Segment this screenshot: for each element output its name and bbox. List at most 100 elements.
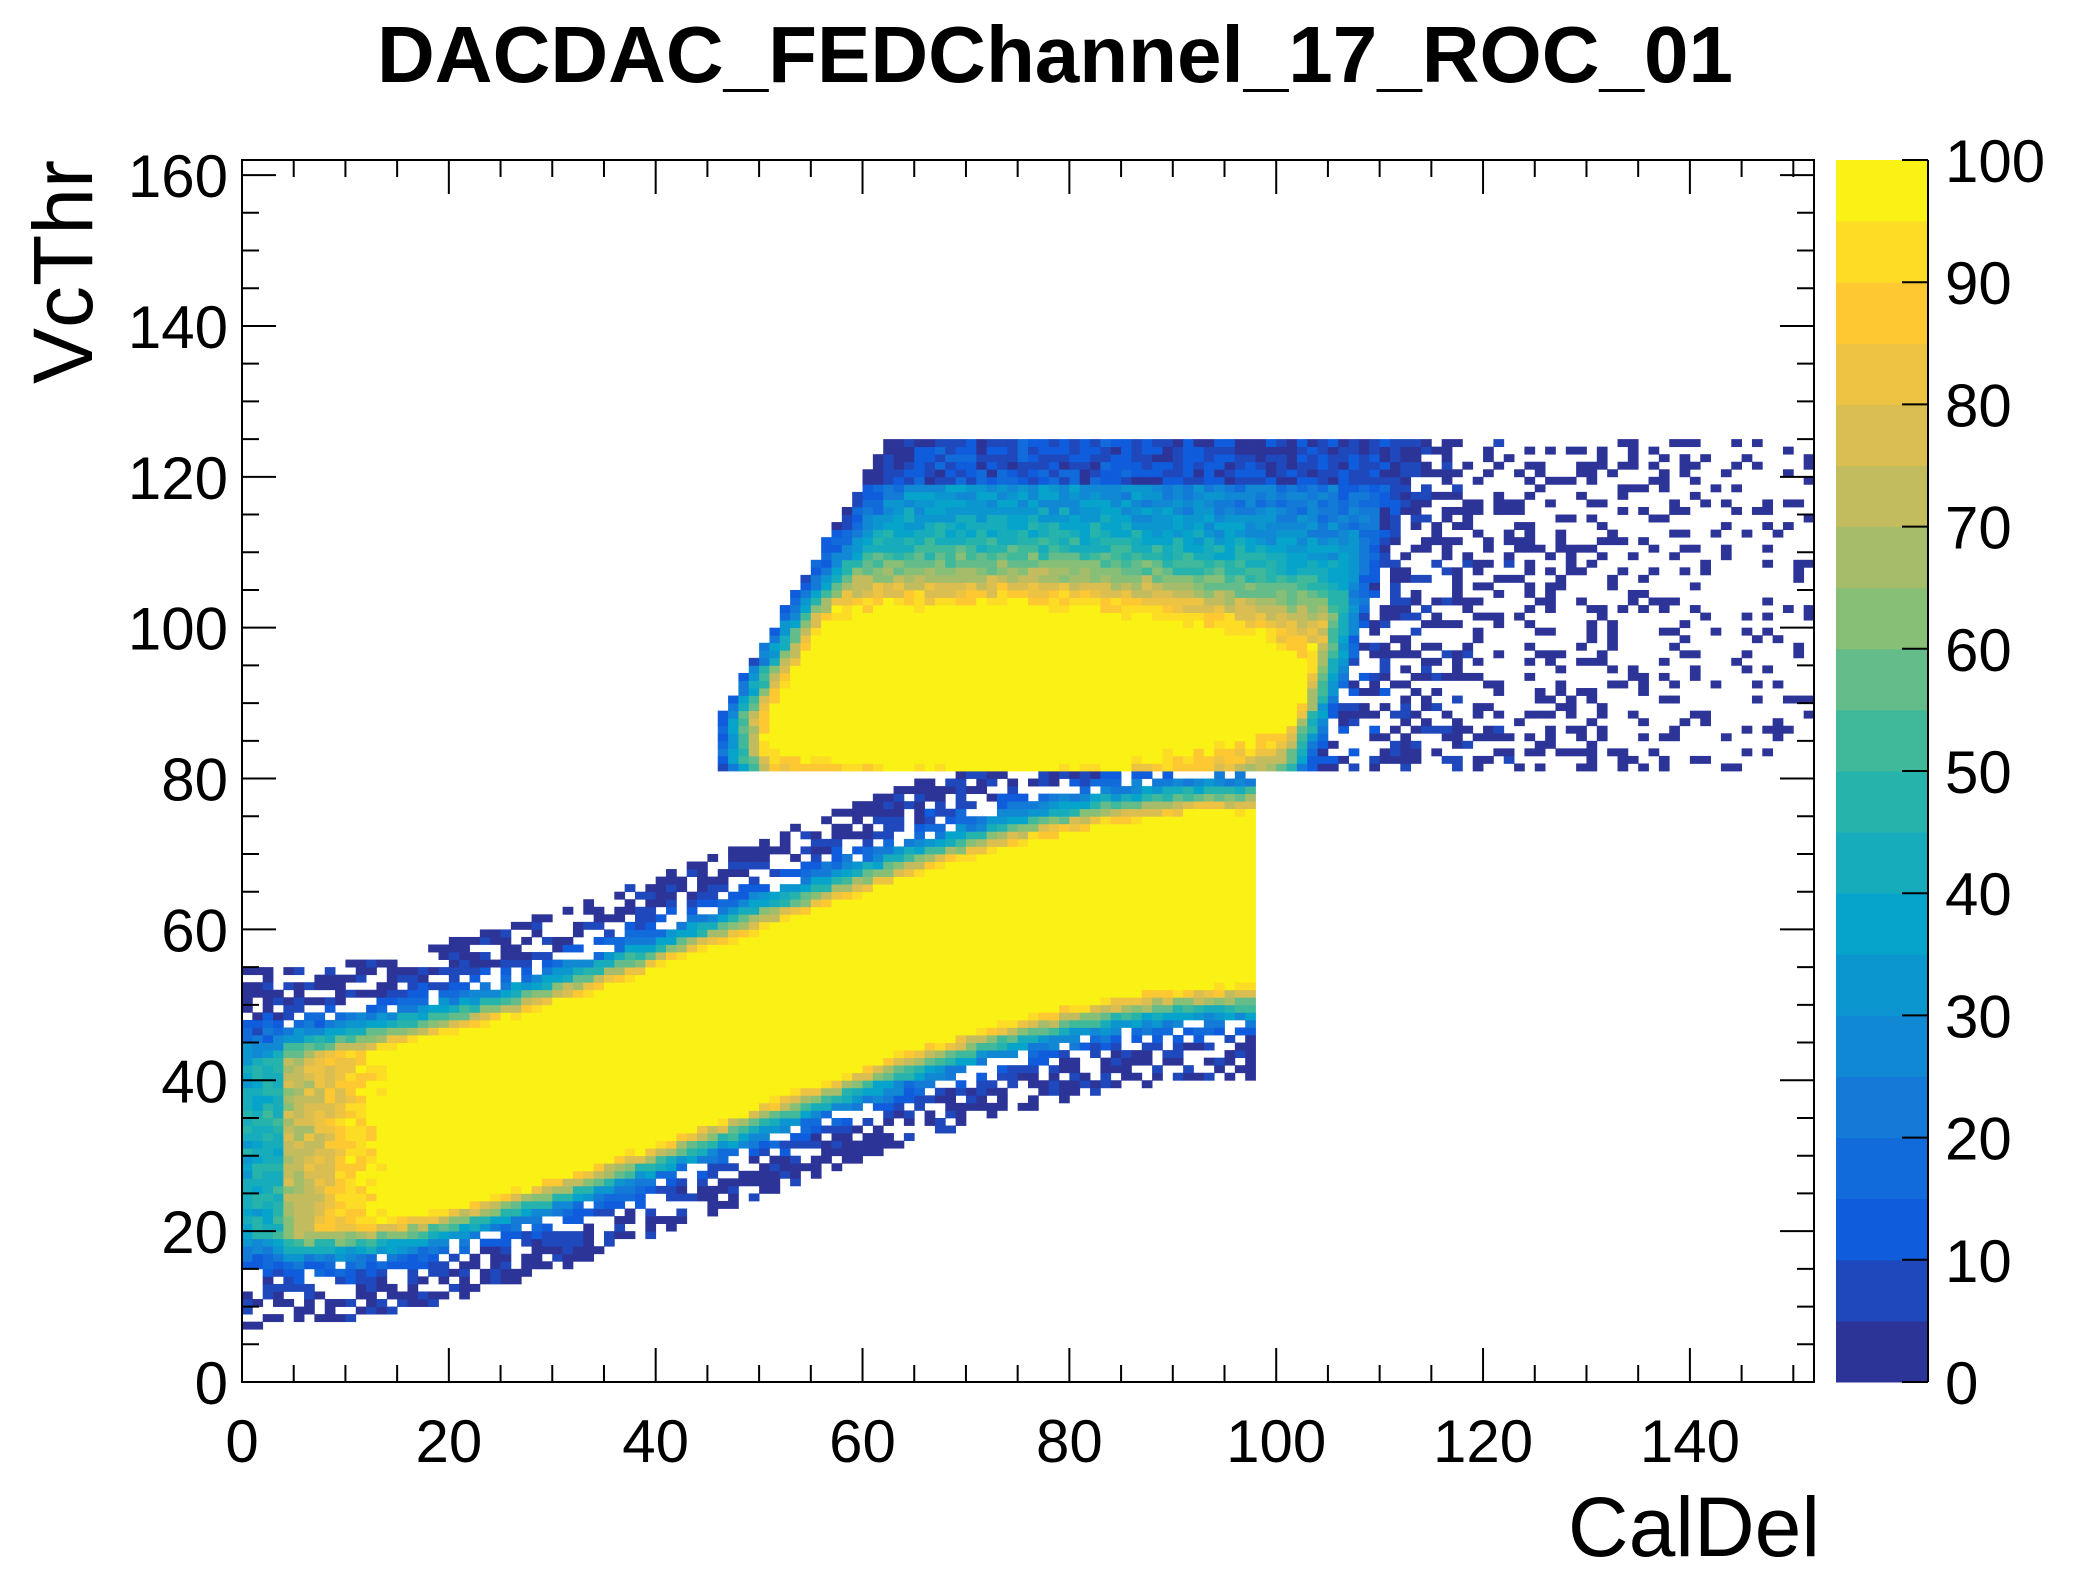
heatmap-cell bbox=[986, 484, 998, 493]
heatmap-cell bbox=[1090, 755, 1101, 764]
heatmap-cell bbox=[769, 718, 781, 727]
heatmap-cell bbox=[1100, 733, 1112, 742]
heatmap-cell bbox=[459, 1148, 470, 1157]
heatmap-cell bbox=[1048, 1012, 1060, 1021]
heatmap-cell bbox=[841, 861, 853, 870]
heatmap-cell bbox=[1090, 853, 1101, 862]
heatmap-cell bbox=[1038, 484, 1050, 493]
heatmap-cell bbox=[335, 1133, 346, 1142]
heatmap-cell bbox=[293, 1065, 305, 1074]
heatmap-cell bbox=[1069, 1004, 1081, 1013]
heatmap-cell bbox=[1110, 793, 1122, 802]
heatmap-cell bbox=[717, 1042, 729, 1051]
heatmap-cell bbox=[976, 952, 988, 960]
heatmap-cell bbox=[1069, 831, 1081, 840]
heatmap-cell bbox=[1100, 559, 1112, 568]
heatmap-cell bbox=[614, 1216, 626, 1224]
heatmap-cell bbox=[996, 891, 1008, 900]
heatmap-cell bbox=[262, 1155, 274, 1164]
heatmap-cell bbox=[883, 816, 894, 825]
heatmap-cell bbox=[603, 959, 615, 968]
heatmap-cell bbox=[945, 582, 956, 591]
heatmap-cell bbox=[624, 1012, 636, 1021]
heatmap-cell bbox=[852, 1102, 863, 1111]
heatmap-cell bbox=[459, 1110, 470, 1119]
heatmap-cell bbox=[645, 1004, 657, 1013]
heatmap-cell bbox=[438, 1170, 450, 1179]
heatmap-cell bbox=[1028, 650, 1039, 659]
heatmap-cell bbox=[572, 1155, 584, 1164]
heatmap-cell bbox=[934, 605, 946, 613]
heatmap-cell bbox=[903, 1050, 915, 1059]
heatmap-cell bbox=[355, 989, 367, 998]
heatmap-cell bbox=[335, 1019, 346, 1028]
heatmap-cell bbox=[1048, 846, 1060, 855]
heatmap-cell bbox=[1069, 1012, 1081, 1021]
heatmap-cell bbox=[800, 755, 812, 764]
heatmap-cell bbox=[490, 1027, 501, 1036]
heatmap-cell bbox=[479, 1110, 491, 1119]
heatmap-cell bbox=[335, 1027, 346, 1036]
heatmap-cell bbox=[924, 869, 936, 877]
heatmap-cell bbox=[965, 559, 977, 568]
heatmap-cell bbox=[438, 1087, 450, 1096]
heatmap-cell bbox=[790, 1080, 801, 1089]
heatmap-cell bbox=[779, 680, 791, 689]
heatmap-cell bbox=[748, 853, 760, 862]
heatmap-cell bbox=[1110, 529, 1122, 538]
heatmap-cell bbox=[738, 884, 750, 893]
heatmap-cell bbox=[1110, 740, 1122, 749]
heatmap-cell bbox=[1110, 929, 1122, 938]
heatmap-cell bbox=[738, 748, 750, 757]
heatmap-cell bbox=[996, 808, 1008, 817]
heatmap-cell bbox=[242, 1140, 253, 1149]
heatmap-cell bbox=[779, 710, 791, 719]
heatmap-cell bbox=[986, 1012, 998, 1021]
heatmap-cell bbox=[345, 1231, 357, 1240]
heatmap-cell bbox=[697, 861, 708, 870]
heatmap-cell bbox=[862, 597, 874, 606]
heatmap-cell bbox=[1007, 748, 1019, 757]
heatmap-cell bbox=[1059, 755, 1070, 764]
heatmap-cell bbox=[986, 605, 998, 613]
heatmap-cell bbox=[779, 1019, 791, 1028]
heatmap-cell bbox=[728, 997, 739, 1006]
heatmap-cell bbox=[986, 974, 998, 983]
heatmap-cell bbox=[1100, 1012, 1112, 1021]
heatmap-cell bbox=[748, 703, 760, 712]
heatmap-cell bbox=[945, 974, 956, 983]
heatmap-cell bbox=[903, 522, 915, 531]
heatmap-cell bbox=[521, 1057, 532, 1066]
heatmap-cell bbox=[614, 1170, 626, 1179]
heatmap-cell bbox=[1090, 657, 1101, 666]
heatmap-cell bbox=[1069, 861, 1081, 870]
heatmap-cell bbox=[955, 778, 967, 787]
heatmap-cell bbox=[1017, 793, 1029, 802]
heatmap-cell bbox=[624, 1080, 636, 1089]
heatmap-cell bbox=[521, 1102, 532, 1111]
heatmap-cell bbox=[676, 1125, 688, 1134]
heatmap-cell bbox=[945, 1050, 956, 1059]
heatmap-cell bbox=[1028, 1050, 1039, 1059]
heatmap-cell bbox=[934, 612, 946, 621]
heatmap-cell bbox=[273, 1140, 284, 1149]
heatmap-cell bbox=[1048, 725, 1060, 734]
heatmap-cell bbox=[490, 1012, 501, 1021]
heatmap-cell bbox=[893, 884, 905, 893]
heatmap-cell bbox=[1079, 831, 1091, 840]
heatmap-cell bbox=[293, 1185, 305, 1194]
heatmap-cell bbox=[407, 1065, 419, 1074]
heatmap-cell bbox=[1110, 544, 1122, 553]
heatmap-cell bbox=[759, 1125, 770, 1134]
heatmap-cell bbox=[1069, 620, 1081, 629]
heatmap-cell bbox=[1079, 552, 1091, 561]
heatmap-cell bbox=[779, 635, 791, 644]
heatmap-cell bbox=[883, 703, 894, 712]
heatmap-cell bbox=[293, 1140, 305, 1149]
heatmap-cell bbox=[386, 1208, 398, 1217]
heatmap-cell bbox=[324, 1102, 336, 1111]
heatmap-cell bbox=[448, 1193, 460, 1202]
heatmap-cell bbox=[645, 1170, 657, 1179]
heatmap-cell bbox=[748, 725, 760, 734]
heatmap-cell bbox=[810, 831, 822, 840]
